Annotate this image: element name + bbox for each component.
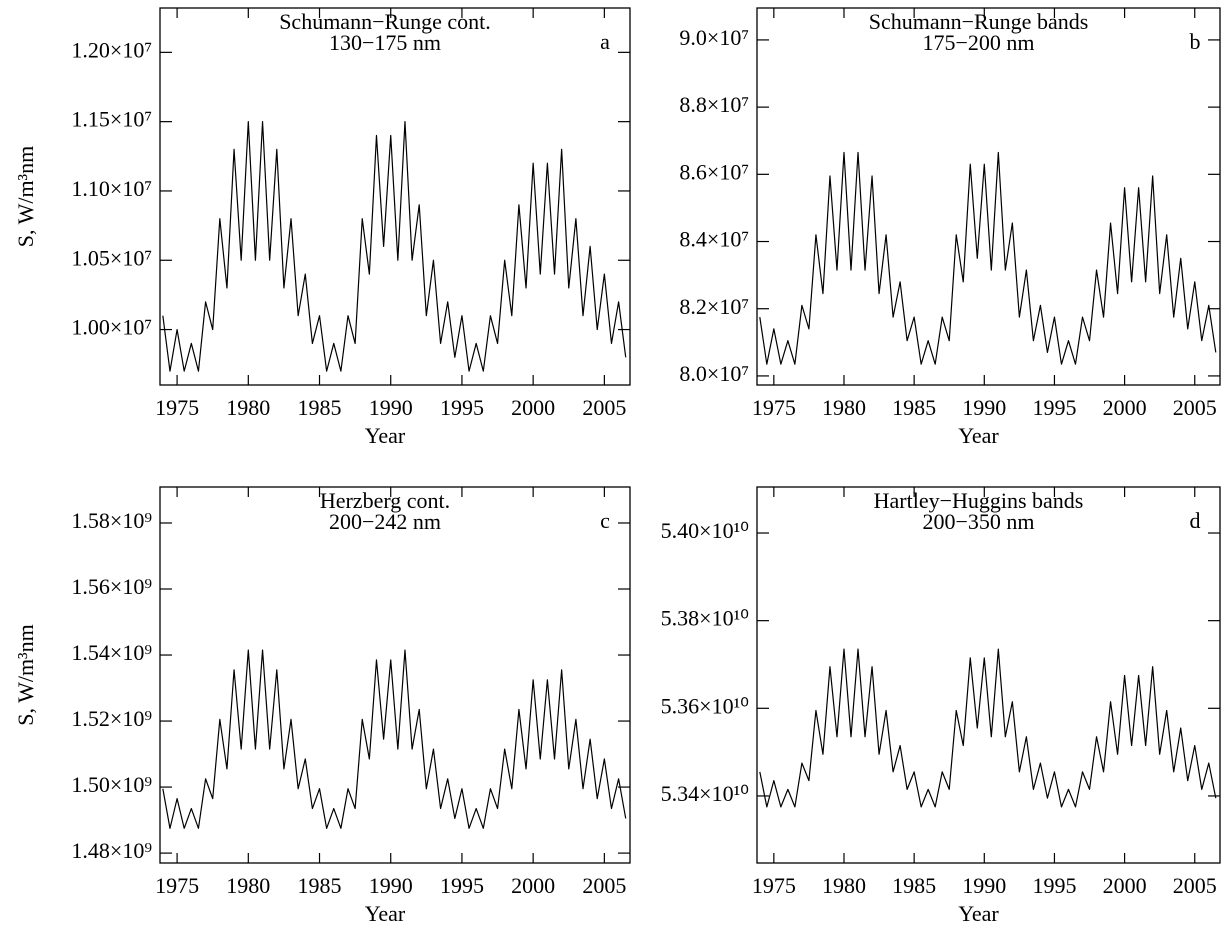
y-tick-label: 8.2×10⁷ bbox=[679, 294, 749, 319]
y-tick-label: 1.20×10⁷ bbox=[71, 37, 152, 62]
x-tick-label: 1985 bbox=[892, 873, 936, 898]
x-tick-label: 1990 bbox=[369, 873, 413, 898]
x-tick-label: 1990 bbox=[962, 395, 1006, 420]
x-axis-label: Year bbox=[958, 423, 999, 448]
panel-title: Hartley−Huggins bands bbox=[874, 488, 1084, 513]
panel-title: Schumann−Runge bands bbox=[869, 9, 1089, 34]
x-tick-label: 1980 bbox=[226, 873, 270, 898]
data-line bbox=[759, 151, 1217, 365]
x-tick-label: 1990 bbox=[369, 395, 413, 420]
y-tick-label: 9.0×10⁷ bbox=[679, 25, 749, 50]
y-tick-label: 5.40×10¹⁰ bbox=[661, 518, 750, 543]
y-tick-label: 5.36×10¹⁰ bbox=[661, 693, 750, 718]
x-tick-label: 2000 bbox=[511, 873, 555, 898]
x-tick-label: 1980 bbox=[822, 873, 866, 898]
x-tick-label: 2000 bbox=[511, 395, 555, 420]
panel-letter: d bbox=[1190, 508, 1201, 533]
plot-frame bbox=[756, 7, 1221, 386]
y-tick-label: 8.0×10⁷ bbox=[679, 361, 749, 386]
panel-letter: b bbox=[1190, 29, 1201, 54]
plot-frame bbox=[756, 486, 1221, 864]
panel-title: Schumann−Runge cont. bbox=[279, 9, 491, 34]
y-tick-label: 1.50×10⁹ bbox=[71, 772, 152, 797]
x-axis-label: Year bbox=[958, 901, 999, 926]
x-axis-label: Year bbox=[365, 901, 406, 926]
panel-subtitle: 175−200 nm bbox=[922, 30, 1034, 55]
y-tick-label: 1.56×10⁹ bbox=[71, 574, 152, 599]
panel-letter: c bbox=[600, 508, 610, 533]
panel-subtitle: 200−350 nm bbox=[922, 509, 1034, 534]
x-tick-label: 2005 bbox=[1173, 873, 1217, 898]
y-tick-label: 8.8×10⁷ bbox=[679, 92, 749, 117]
panel-subtitle: 130−175 nm bbox=[329, 30, 441, 55]
data-line bbox=[759, 648, 1217, 808]
y-tick-label: 5.38×10¹⁰ bbox=[661, 606, 750, 631]
x-tick-label: 2000 bbox=[1103, 395, 1147, 420]
y-tick-label: 1.15×10⁷ bbox=[71, 107, 152, 132]
panel-letter: a bbox=[600, 29, 610, 54]
y-axis-label: S, W/m³nm bbox=[13, 624, 38, 726]
y-tick-label: 1.52×10⁹ bbox=[71, 706, 152, 731]
panel-title: Herzberg cont. bbox=[320, 488, 450, 513]
x-tick-label: 2005 bbox=[1173, 395, 1217, 420]
panel: 1975 1980 1985 1990 1995 2000 2005 8.0×10⁷ 8.2×1… bbox=[679, 7, 1221, 448]
plot-frame bbox=[159, 486, 631, 864]
x-tick-label: 1975 bbox=[752, 873, 796, 898]
x-tick-label: 1995 bbox=[1032, 873, 1076, 898]
x-tick-label: 1995 bbox=[1032, 395, 1076, 420]
y-tick-label: 1.10×10⁷ bbox=[71, 176, 152, 201]
panel-subtitle: 200−242 nm bbox=[329, 509, 441, 534]
x-tick-label: 1980 bbox=[822, 395, 866, 420]
y-tick-label: 5.34×10¹⁰ bbox=[661, 781, 750, 806]
x-tick-label: 1995 bbox=[440, 873, 484, 898]
y-tick-label: 8.6×10⁷ bbox=[679, 159, 749, 184]
y-tick-label: 1.54×10⁹ bbox=[71, 640, 152, 665]
panel: 1975 1980 1985 1990 1995 2000 2005 5.34×10¹⁰ 5.3… bbox=[661, 486, 1221, 926]
x-tick-label: 1995 bbox=[440, 395, 484, 420]
y-tick-label: 1.00×10⁷ bbox=[71, 315, 152, 340]
y-axis-label: S, W/m³nm bbox=[13, 146, 38, 248]
x-tick-label: 1980 bbox=[226, 395, 270, 420]
x-tick-label: 2000 bbox=[1103, 873, 1147, 898]
data-line bbox=[162, 121, 627, 372]
y-tick-label: 1.48×10⁹ bbox=[71, 838, 152, 863]
y-tick-label: 8.4×10⁷ bbox=[679, 227, 749, 252]
x-axis-label: Year bbox=[365, 423, 406, 448]
x-tick-label: 1990 bbox=[962, 873, 1006, 898]
x-tick-label: 1985 bbox=[892, 395, 936, 420]
x-tick-label: 1985 bbox=[298, 873, 342, 898]
panel: 1975 1980 1985 1990 1995 2000 2005 1.48×10⁹ 1.50… bbox=[13, 486, 631, 926]
y-tick-label: 1.58×10⁹ bbox=[71, 508, 152, 533]
plot-frame bbox=[159, 7, 631, 386]
data-line bbox=[162, 649, 627, 829]
y-tick-label: 1.05×10⁷ bbox=[71, 245, 152, 270]
x-tick-label: 1975 bbox=[752, 395, 796, 420]
x-tick-label: 1985 bbox=[298, 395, 342, 420]
panel: 1975 1980 1985 1990 1995 2000 2005 1.00×10⁷ 1.05… bbox=[13, 7, 631, 448]
x-tick-label: 1975 bbox=[155, 395, 199, 420]
x-tick-label: 2005 bbox=[582, 873, 626, 898]
x-tick-label: 1975 bbox=[155, 873, 199, 898]
x-tick-label: 2005 bbox=[582, 395, 626, 420]
